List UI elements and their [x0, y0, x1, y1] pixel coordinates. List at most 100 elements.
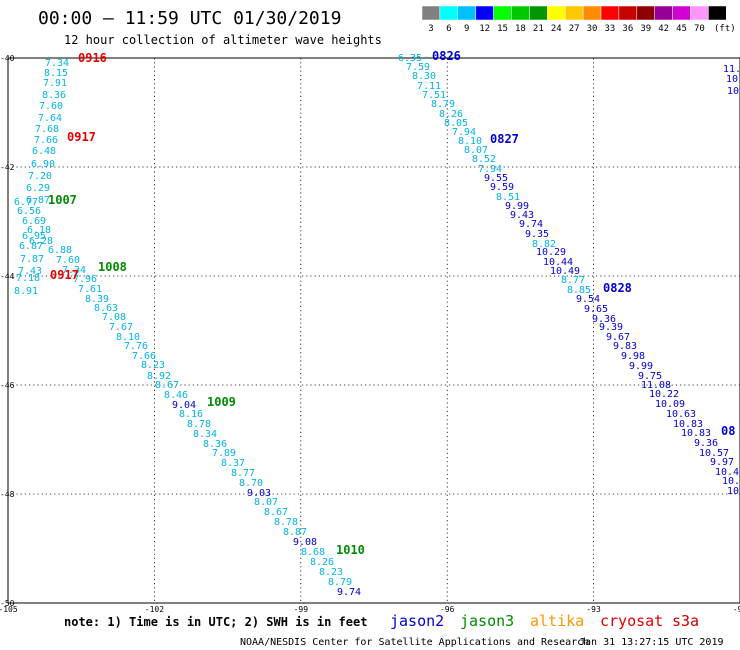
legend-tick-label: 18 [515, 24, 526, 34]
wave-height-reading: 8.37 [221, 458, 245, 469]
legend-swatch [672, 5, 691, 21]
latitude-label: -48 [0, 490, 15, 499]
wave-height-reading: 7.08 [102, 312, 126, 323]
page-title: 00:00 – 11:59 UTC 01/30/2019 [38, 8, 341, 29]
longitude-label: -96 [440, 605, 455, 614]
wave-height-reading: 10.83 [673, 419, 703, 430]
wave-height-reading: 10.29 [536, 247, 566, 258]
pass-time-label: 0917 [50, 268, 79, 282]
legend-tick-label: 3 [428, 24, 433, 34]
pass-time-label: 0827 [490, 132, 519, 146]
legend-swatch [582, 5, 602, 21]
longitude-label: -105 [0, 605, 18, 614]
legend-tick-label: 6 [446, 24, 451, 34]
wave-height-reading: 9.04 [172, 400, 196, 411]
wave-height-reading: 7.34 [62, 265, 86, 276]
wave-height-reading: 8.92 [147, 371, 171, 382]
wave-height-reading: 9.75 [638, 371, 662, 382]
pass-time-label: 0916 [78, 51, 107, 65]
legend-swatch [439, 5, 459, 21]
legend-swatch [511, 5, 530, 21]
wave-height-reading: 10 [727, 486, 739, 497]
wave-height-reading: 10. [722, 476, 740, 487]
wave-height-reading: 6.95 [22, 231, 46, 242]
pass-time-label: 1007 [48, 193, 77, 207]
wave-height-reading: 8.16 [179, 409, 203, 420]
pass-time-label: 0826 [432, 49, 461, 63]
footer-credit: NOAA/NESDIS Center for Satellite Applica… [240, 637, 589, 648]
wave-height-reading: 7.20 [28, 171, 52, 182]
wave-height-reading: 9.74 [337, 587, 361, 598]
wave-height-reading: 7.43 [18, 266, 42, 277]
wave-height-reading: 8.34 [193, 429, 217, 440]
pass-time-label: 1010 [336, 543, 365, 557]
wave-height-reading: 8.23 [141, 360, 165, 371]
satellite-legend-item: cryosat [600, 612, 663, 630]
legend-tick-label: 21 [533, 24, 544, 34]
wave-height-reading: 8.23 [319, 567, 343, 578]
wave-height-reading: 9.35 [525, 229, 549, 240]
wave-height-reading: 10.63 [666, 409, 696, 420]
legend-tick-label: 42 [658, 24, 669, 34]
satellite-legend-item: s3a [672, 612, 699, 630]
legend-tick-label: 33 [605, 24, 616, 34]
wave-height-reading: 9.74 [519, 219, 543, 230]
latitude-label: -46 [0, 381, 15, 390]
page-subtitle: 12 hour collection of altimeter wave hei… [64, 33, 382, 47]
wave-height-reading: 8.36 [203, 439, 227, 450]
lat-lon-grid [8, 58, 740, 603]
wave-height-reading: 6.87 [19, 241, 43, 252]
wave-height-reading: 7.67 [109, 322, 133, 333]
legend-swatch [654, 5, 673, 21]
wave-height-reading: 8.46 [164, 390, 188, 401]
wave-height-reading: 9.03 [247, 488, 271, 499]
wave-height-reading: 8.78 [274, 517, 298, 528]
wave-height-reading: 7.59 [406, 62, 430, 73]
track-d-readings: 11.1010 [723, 64, 740, 97]
wave-height-reading: 6.18 [27, 225, 51, 236]
wave-height-reading: 8.26 [310, 557, 334, 568]
wave-height-reading: 10.44 [543, 257, 573, 268]
legend-tick-label: 39 [640, 24, 651, 34]
wave-height-reading: 8.51 [496, 192, 520, 203]
wave-height-reading: 8.70 [239, 478, 263, 489]
map-frame [7, 57, 740, 604]
wave-height-reading: 7.11 [417, 81, 441, 92]
color-scale-legend: 3 6 9 12 15 18 21 24 27 30 33 36 39 42 45 70 [421, 5, 727, 34]
wave-height-reading: 7.66 [34, 135, 58, 146]
legend-tick-label: 9 [464, 24, 469, 34]
footer-note: note: 1) Time is in UTC; 2) SWH is in fe… [64, 615, 367, 629]
wave-height-reading: 10.49 [550, 266, 580, 277]
track-b-readings: 7.618.398.637.087.678.107.767.668.238.92… [78, 284, 361, 598]
wave-height-reading: 9.36 [694, 438, 718, 449]
wave-height-reading: 7.60 [56, 255, 80, 266]
latitude-labels: -40 -42 -44 -46 -48 -50 [0, 54, 15, 608]
wave-height-reading: 7.68 [35, 124, 59, 135]
wave-height-reading: 8.79 [431, 99, 455, 110]
footer-timestamp: Jan 31 13:27:15 UTC 2019 [579, 637, 724, 648]
satellite-legend-item: jason2 [390, 612, 444, 630]
legend-unit: (ft) [714, 24, 736, 34]
wave-height-reading: 6.29 [26, 183, 50, 194]
satellite-legend-item: altika [530, 612, 584, 630]
track-a-readings: 7.348.157.918.367.607.647.687.666.486.90… [14, 58, 97, 297]
pass-time-labels: 0916091710070917100810091010082608270828… [48, 49, 735, 557]
wave-height-reading: 7.76 [124, 341, 148, 352]
wave-height-reading: 8.91 [14, 286, 38, 297]
wave-height-reading: 9.59 [490, 182, 514, 193]
wave-height-reading: 7.94 [478, 164, 502, 175]
longitude-label: -99 [294, 605, 309, 614]
wave-height-reading: 9.99 [629, 361, 653, 372]
legend-swatch [493, 5, 512, 21]
legend-tick-label: 45 [676, 24, 687, 34]
wave-height-reading: 7.66 [132, 351, 156, 362]
wave-height-reading: 7.61 [78, 284, 102, 295]
wave-height-reading: 9.43 [510, 210, 534, 221]
wave-height-reading: 8.52 [472, 154, 496, 165]
legend-tick-label: 30 [587, 24, 598, 34]
wave-height-reading: 10 [726, 74, 738, 85]
legend-swatch [690, 5, 709, 21]
wave-height-reading: 6.90 [31, 159, 55, 170]
track-c-readings: 6.357.598.307.117.518.798.268.057.948.10… [398, 53, 740, 497]
